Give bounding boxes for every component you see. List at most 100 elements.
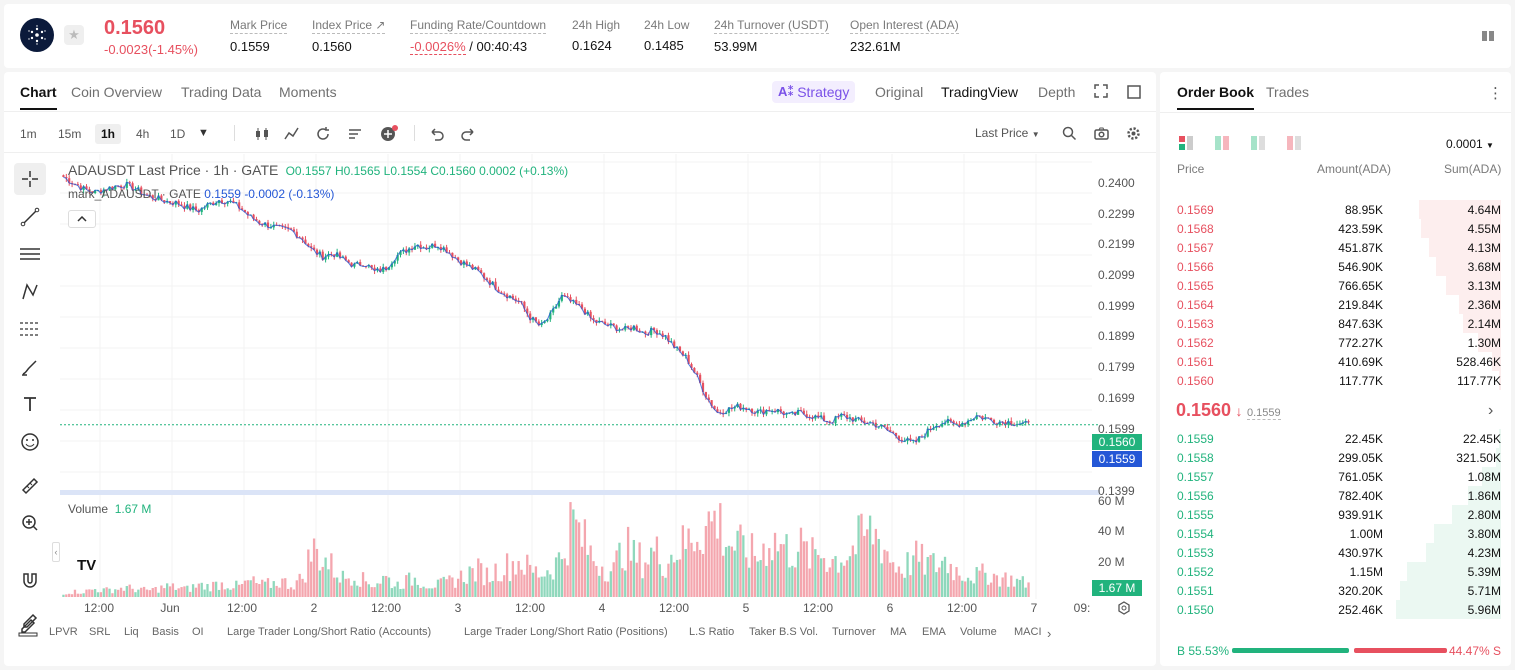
order-row[interactable]: 0.1550 252.46K 5.96M xyxy=(1160,600,1511,619)
camera-icon[interactable] xyxy=(1094,126,1109,146)
stat-label[interactable]: Funding Rate/Countdown xyxy=(410,18,547,34)
candles-icon[interactable] xyxy=(254,126,270,147)
funding-rate-value[interactable]: -0.0026% xyxy=(410,39,466,55)
tab-order-book[interactable]: Order Book xyxy=(1177,84,1255,110)
order-row[interactable]: 0.1567 451.87K 4.13M xyxy=(1160,238,1511,257)
mid-price-row[interactable]: 0.1560 ↓ 0.1559 xyxy=(1176,400,1281,421)
timeframe-dropdown-icon[interactable]: ▼ xyxy=(198,127,209,139)
axis-settings-icon[interactable] xyxy=(1117,601,1131,620)
pattern-icon[interactable] xyxy=(14,276,46,308)
order-row[interactable]: 0.1562 772.27K 1.30M xyxy=(1160,333,1511,352)
search-icon[interactable] xyxy=(1062,126,1077,146)
timeframe-1d[interactable]: 1D xyxy=(170,127,186,141)
order-row[interactable]: 0.1555 939.91K 2.80M xyxy=(1160,505,1511,524)
ruler-icon[interactable] xyxy=(14,470,46,502)
stat-label[interactable]: 24h Turnover (USDT) xyxy=(714,18,829,34)
indicator-item[interactable]: LPVR xyxy=(49,626,78,638)
tab-depth[interactable]: Depth xyxy=(1038,84,1076,100)
indicator-item[interactable]: EMA xyxy=(922,626,946,638)
chevron-right-icon[interactable]: › xyxy=(1047,626,1052,641)
order-row[interactable]: 0.1551 320.20K 5.71M xyxy=(1160,581,1511,600)
tab-tradingview[interactable]: TradingView xyxy=(941,84,1019,100)
favorite-star-icon[interactable]: ★ xyxy=(64,25,84,45)
indicator-item[interactable]: Turnover xyxy=(832,626,876,638)
redo-icon[interactable] xyxy=(460,126,476,147)
undo-icon[interactable] xyxy=(429,126,445,147)
settings-gear-icon[interactable] xyxy=(1126,126,1141,146)
trendline-icon[interactable] xyxy=(14,201,46,233)
indicator-item[interactable]: SRL xyxy=(89,626,111,638)
expand-left-icon[interactable]: ‹ xyxy=(52,542,60,562)
indicator-item[interactable]: Liq xyxy=(124,626,139,638)
external-link-icon[interactable]: ↗ xyxy=(375,18,386,32)
order-row[interactable]: 0.1564 219.84K 2.36M xyxy=(1160,295,1511,314)
precision-select[interactable]: 0.0001 ▼ xyxy=(1446,137,1494,151)
horizontal-lines-icon[interactable] xyxy=(14,238,46,270)
order-row[interactable]: 0.1556 782.40K 1.86M xyxy=(1160,486,1511,505)
view-asks-icon[interactable] xyxy=(1214,135,1230,156)
indicator-item[interactable]: L.S Ratio xyxy=(689,626,735,638)
order-row[interactable]: 0.1566 546.90K 3.68M xyxy=(1160,257,1511,276)
strategy-button[interactable]: A⁑ Strategy xyxy=(772,81,856,103)
emoji-icon[interactable] xyxy=(14,426,46,458)
indicator-item[interactable]: Basis xyxy=(152,626,179,638)
indicator-item[interactable]: Volume xyxy=(960,626,997,638)
indicator-item[interactable]: Large Trader Long/Short Ratio (Positions… xyxy=(464,626,668,638)
chevron-right-icon[interactable]: › xyxy=(1488,402,1494,419)
tab-trading-data[interactable]: Trading Data xyxy=(181,84,262,100)
price-axis[interactable]: 0.2400 0.2299 0.2199 0.2099 0.1999 0.189… xyxy=(1098,154,1156,624)
tradingview-logo-icon[interactable]: TV xyxy=(77,557,97,574)
order-row[interactable]: 0.1559 22.45K 22.45K xyxy=(1160,429,1511,448)
order-row[interactable]: 0.1554 1.00M 3.80M xyxy=(1160,524,1511,543)
window-icon[interactable] xyxy=(1127,85,1141,104)
order-row[interactable]: 0.1568 423.59K 4.55M xyxy=(1160,219,1511,238)
replay-icon[interactable] xyxy=(315,126,331,147)
timeframe-1m[interactable]: 1m xyxy=(20,127,37,141)
zoom-in-icon[interactable] xyxy=(14,507,46,539)
volume-bar xyxy=(140,587,143,597)
tab-original[interactable]: Original xyxy=(875,84,924,100)
order-row[interactable]: 0.1561 410.69K 528.46K xyxy=(1160,352,1511,371)
collapse-legend-button[interactable] xyxy=(68,210,96,228)
order-row[interactable]: 0.1563 847.63K 2.14M xyxy=(1160,314,1511,333)
price-source-select[interactable]: Last Price ▼ xyxy=(975,126,1040,140)
magnet-icon[interactable] xyxy=(14,564,46,596)
edit-icon[interactable] xyxy=(18,613,38,642)
timeframe-1h[interactable]: 1h xyxy=(95,124,122,144)
stat-label[interactable]: Open Interest (ADA) xyxy=(850,18,959,34)
timeframe-4h[interactable]: 4h xyxy=(136,127,150,141)
indicator-item[interactable]: Large Trader Long/Short Ratio (Accounts) xyxy=(227,626,432,638)
text-tool-icon[interactable] xyxy=(14,388,46,420)
tab-trades[interactable]: Trades xyxy=(1266,84,1310,100)
tab-coin-overview[interactable]: Coin Overview xyxy=(71,84,163,100)
timeframe-15m[interactable]: 15m xyxy=(58,127,82,141)
fib-retracement-icon[interactable] xyxy=(14,313,46,345)
templates-icon[interactable] xyxy=(347,126,363,147)
indicator-item[interactable]: MA xyxy=(890,626,907,638)
indicator-item[interactable]: Taker B.S Vol. xyxy=(749,626,819,638)
book-icon[interactable] xyxy=(1480,28,1496,44)
view-both-icon[interactable] xyxy=(1178,135,1194,156)
tab-chart[interactable]: Chart xyxy=(20,84,57,110)
more-options-icon[interactable]: ⋮ xyxy=(1488,85,1503,102)
view-sells-icon[interactable] xyxy=(1286,135,1302,156)
view-bids-icon[interactable] xyxy=(1250,135,1266,156)
tab-moments[interactable]: Moments xyxy=(279,84,337,100)
crosshair-icon[interactable] xyxy=(14,163,46,195)
stat-label[interactable]: Mark Price xyxy=(230,18,288,34)
order-row[interactable]: 0.1569 88.95K 4.64M xyxy=(1160,200,1511,219)
indicators-icon[interactable] xyxy=(284,126,300,147)
stat-label[interactable]: Index Price ↗ xyxy=(312,18,386,34)
order-row[interactable]: 0.1558 299.05K 321.50K xyxy=(1160,448,1511,467)
order-row[interactable]: 0.1552 1.15M 5.39M xyxy=(1160,562,1511,581)
fullscreen-icon[interactable] xyxy=(1094,84,1108,103)
indicator-item[interactable]: OI xyxy=(192,626,204,638)
candlestick-chart[interactable] xyxy=(60,154,1109,624)
order-row[interactable]: 0.1557 761.05K 1.08M xyxy=(1160,467,1511,486)
indicator-item[interactable]: MACI xyxy=(1014,626,1042,638)
order-row[interactable]: 0.1560 117.77K 117.77K xyxy=(1160,371,1511,390)
brush-icon[interactable] xyxy=(14,351,46,383)
order-row[interactable]: 0.1565 766.65K 3.13M xyxy=(1160,276,1511,295)
add-alert-icon[interactable] xyxy=(380,125,398,148)
order-row[interactable]: 0.1553 430.97K 4.23M xyxy=(1160,543,1511,562)
